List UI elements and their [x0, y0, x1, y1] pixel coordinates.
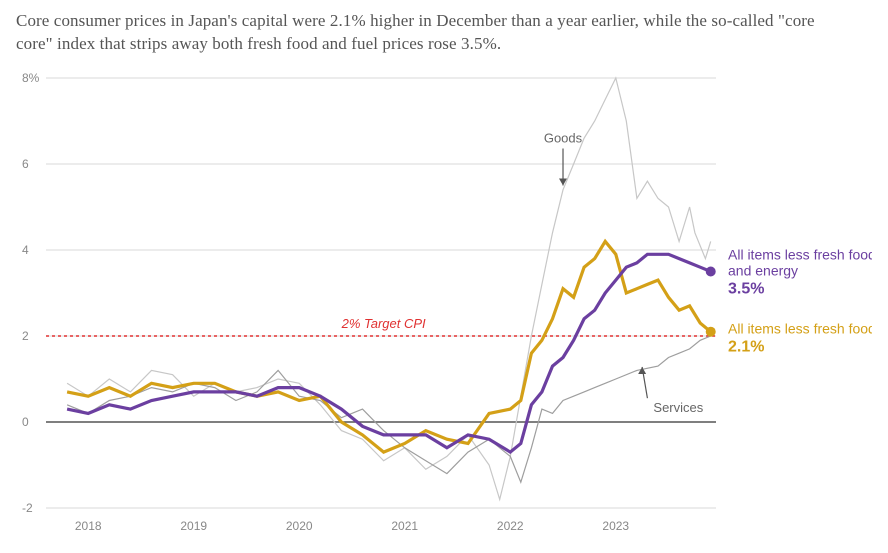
- value-core: 2.1%: [728, 339, 764, 356]
- y-tick-label: 0: [22, 415, 29, 429]
- x-tick-label: 2020: [286, 519, 313, 533]
- x-tick-label: 2019: [180, 519, 207, 533]
- endpoint-core: [706, 327, 716, 337]
- series-core: [67, 241, 711, 452]
- chart-description: Core consumer prices in Japan's capital …: [16, 10, 872, 56]
- annotation-goods: Goods: [544, 130, 583, 145]
- label-core-line1: All items less fresh food: [728, 321, 872, 337]
- y-tick-label: -2: [22, 501, 33, 515]
- target-cpi-label: 2% Target CPI: [341, 316, 426, 331]
- y-tick-label: 8%: [22, 71, 40, 85]
- y-tick-label: 6: [22, 157, 29, 171]
- x-tick-label: 2018: [75, 519, 102, 533]
- x-tick-label: 2022: [497, 519, 524, 533]
- y-tick-label: 4: [22, 243, 29, 257]
- label-corecore-line2: and energy: [728, 262, 798, 278]
- line-chart: -2 0 2 4 6 8% 2% Target CPI 2018 2019 2020 2021 202…: [16, 68, 872, 536]
- x-tick-label: 2021: [391, 519, 418, 533]
- value-corecore: 3.5%: [728, 280, 764, 297]
- label-corecore-line1: All items less fresh food: [728, 246, 872, 262]
- annotation-services: Services: [653, 400, 703, 415]
- endpoint-corecore: [706, 266, 716, 276]
- y-tick-label: 2: [22, 329, 29, 343]
- series-services: [67, 336, 711, 482]
- x-tick-label: 2023: [602, 519, 629, 533]
